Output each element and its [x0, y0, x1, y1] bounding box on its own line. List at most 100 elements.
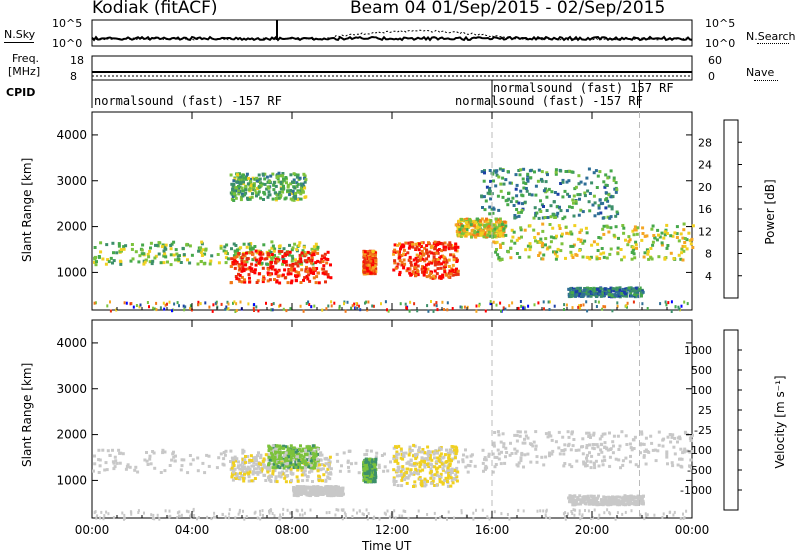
data-cell [101, 257, 105, 261]
data-cell [595, 255, 599, 259]
near-range-cell [407, 516, 410, 520]
data-cell [324, 270, 328, 274]
data-cell [448, 462, 452, 466]
data-cell [336, 459, 340, 463]
data-cell [317, 281, 321, 285]
data-cell [122, 247, 126, 251]
data-cell [311, 480, 314, 483]
data-cell [569, 448, 573, 452]
near-range-cell [164, 303, 167, 307]
data-cell [239, 198, 243, 202]
data-cell [437, 248, 441, 251]
data-cell [113, 455, 117, 459]
data-cell [273, 191, 277, 195]
data-cell [284, 464, 288, 468]
data-cell [115, 461, 119, 465]
data-cell [419, 255, 422, 259]
data-cell [595, 186, 599, 189]
data-cell [248, 276, 251, 280]
data-cell [548, 223, 552, 226]
data-cell [295, 181, 299, 185]
data-cell [488, 186, 492, 190]
data-cell [321, 479, 324, 483]
data-cell [428, 454, 432, 458]
data-cell [117, 448, 121, 452]
data-cell [595, 257, 599, 261]
data-cell [555, 254, 559, 258]
data-cell [290, 254, 294, 258]
data-cell [601, 459, 604, 463]
data-cell [299, 197, 303, 201]
data-cell [268, 273, 272, 277]
data-cell [249, 184, 253, 188]
data-cell [603, 185, 607, 189]
data-cell [484, 199, 488, 203]
data-cell [603, 287, 607, 291]
data-cell [112, 461, 116, 465]
data-cell [519, 189, 523, 193]
data-cell [615, 210, 619, 214]
data-cell [97, 255, 101, 259]
near-range-cell [543, 307, 545, 311]
data-cell [450, 467, 454, 471]
data-cell [597, 204, 601, 208]
data-cell [506, 170, 510, 174]
data-cell [420, 482, 424, 486]
data-cell [550, 452, 554, 456]
data-cell [296, 198, 300, 202]
data-cell [552, 200, 556, 204]
near-range-cell [398, 514, 401, 518]
data-cell [302, 455, 306, 459]
near-range-cell [272, 302, 275, 306]
data-cell [493, 455, 497, 459]
near-range-cell [259, 509, 261, 513]
data-cell [144, 258, 148, 262]
data-cell [284, 456, 288, 460]
data-cell [292, 268, 296, 272]
data-cell [496, 448, 500, 452]
data-cell [200, 242, 204, 246]
data-cell [627, 240, 631, 244]
data-cell [182, 458, 186, 462]
near-range-cell [178, 510, 181, 514]
data-cell [435, 262, 439, 266]
data-cell [364, 460, 368, 464]
data-cell [565, 209, 569, 213]
data-cell [119, 248, 123, 252]
data-cell [229, 173, 233, 177]
data-cell [450, 246, 454, 250]
near-range-cell [227, 302, 230, 306]
data-cell [229, 281, 233, 284]
data-cell [614, 225, 618, 229]
data-cell [620, 499, 624, 503]
data-cell [599, 287, 603, 291]
data-cell [586, 292, 590, 296]
data-cell [528, 192, 531, 196]
data-cell [280, 250, 284, 253]
data-cell [148, 249, 152, 253]
data-cell [371, 263, 375, 267]
data-cell [617, 501, 621, 505]
near-range-cell [416, 309, 419, 313]
near-range-cell [262, 513, 264, 517]
data-cell [294, 450, 298, 454]
data-cell [584, 462, 587, 466]
data-cell [435, 272, 439, 276]
data-cell [587, 500, 591, 504]
data-cell [655, 238, 659, 242]
data-cell [580, 292, 584, 296]
data-cell [495, 220, 498, 224]
near-range-cell [226, 307, 229, 311]
data-cell [131, 257, 135, 261]
data-cell [579, 180, 583, 184]
near-range-cell [259, 513, 262, 517]
data-cell [592, 431, 596, 435]
data-cell [257, 250, 261, 254]
data-cell [287, 253, 291, 257]
data-cell [604, 206, 608, 210]
data-cell [669, 251, 673, 255]
data-cell [230, 247, 233, 251]
data-cell [118, 461, 122, 465]
data-cell [230, 257, 234, 261]
data-cell [534, 184, 538, 188]
